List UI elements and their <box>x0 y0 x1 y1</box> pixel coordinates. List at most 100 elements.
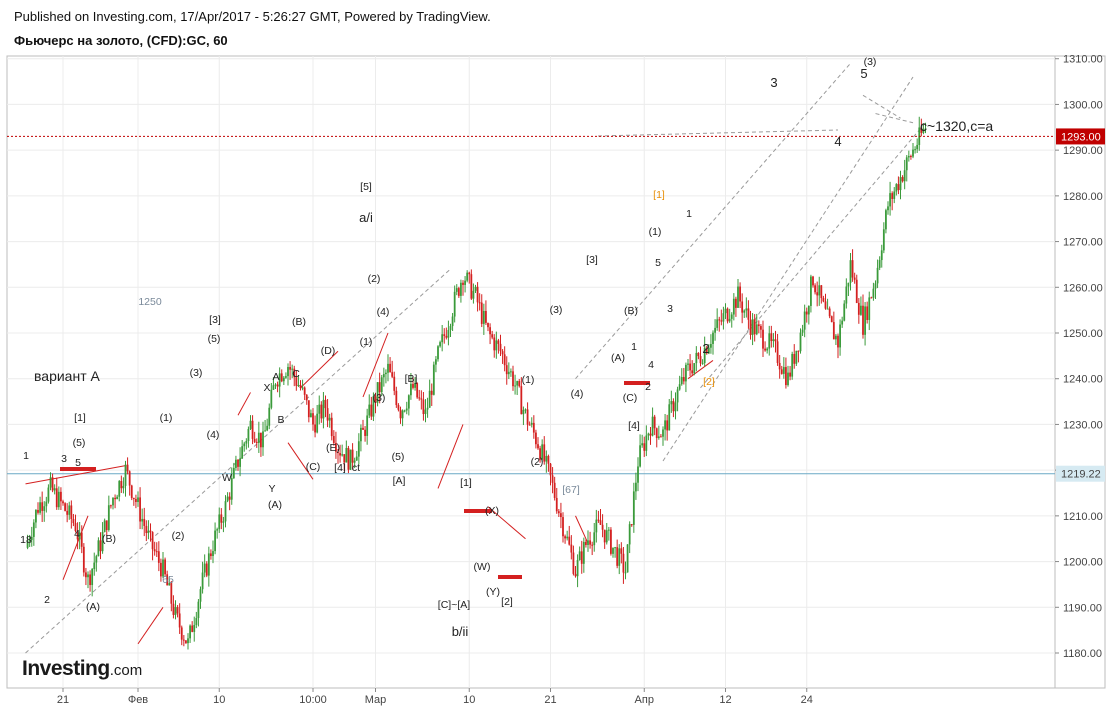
candle-body <box>885 210 887 230</box>
wave-label: 2 <box>44 594 50 606</box>
candle-body <box>870 297 873 299</box>
candle-body <box>295 377 298 386</box>
candle-body <box>405 408 408 411</box>
candle-body <box>695 352 698 364</box>
wave-label: 1 <box>23 450 29 462</box>
candle-body <box>597 519 600 521</box>
candle-body <box>655 428 658 439</box>
candle-body <box>232 467 235 479</box>
candle-body <box>712 332 714 344</box>
candle-body <box>512 371 514 387</box>
candle-body <box>812 276 814 286</box>
candle-body <box>47 487 50 502</box>
candle-body <box>753 319 756 335</box>
candle-body <box>868 297 871 320</box>
candle-body <box>60 491 62 502</box>
candle-body <box>682 377 685 382</box>
candle-body <box>224 501 227 522</box>
price-badges: 1293.00 1219.22 <box>1056 128 1105 482</box>
candle-body <box>241 446 244 459</box>
candle-body <box>601 524 604 530</box>
candle-body <box>824 301 827 309</box>
candle-body <box>270 389 273 408</box>
candle-body <box>189 625 191 639</box>
current-price-label: 1293.00 <box>1061 131 1101 143</box>
wave-label: (1) <box>360 336 373 348</box>
candle-body <box>660 436 662 438</box>
candle-body <box>391 372 394 377</box>
candle-body <box>99 540 102 552</box>
candle-body <box>160 562 162 577</box>
candle-body <box>582 541 585 564</box>
candle-body <box>470 274 473 299</box>
wave-label: (5) <box>392 451 405 463</box>
candle-body <box>239 458 241 467</box>
candle-body <box>222 521 225 523</box>
candle-body <box>266 425 269 431</box>
candle-body <box>735 298 737 308</box>
candle-body <box>418 397 421 399</box>
candle-body <box>732 298 735 315</box>
candle-body <box>116 496 119 500</box>
wave-label: 4 <box>74 528 80 540</box>
candle-body <box>464 280 466 285</box>
wave-label: 3 <box>667 303 673 315</box>
candle-body <box>114 497 116 500</box>
wave-label: (4) <box>207 429 220 441</box>
candle-body <box>599 520 602 525</box>
candle-body <box>605 530 608 543</box>
candle-body <box>830 316 833 323</box>
candle-body <box>28 539 31 542</box>
candle-body <box>420 398 423 400</box>
candle-body <box>285 376 287 378</box>
candle-body <box>787 372 789 386</box>
y-tick-label: 1230.00 <box>1063 419 1103 431</box>
candle-body <box>230 478 233 500</box>
candle-body <box>126 464 129 472</box>
candle-body <box>822 298 825 302</box>
candle-body <box>362 427 364 430</box>
candle-body <box>714 327 716 333</box>
candle-body <box>378 382 381 393</box>
candle-body <box>728 318 731 322</box>
candle-body <box>62 501 64 504</box>
candle-body <box>253 438 256 442</box>
candle-body <box>578 551 581 560</box>
wave-label: (D) <box>321 345 336 357</box>
x-tick-label: 12 <box>719 694 731 706</box>
candle-body <box>785 367 787 386</box>
candle-body <box>793 353 796 364</box>
candle-body <box>168 583 171 586</box>
candle-body <box>64 503 66 511</box>
candle-body <box>349 449 352 470</box>
wave-label: 65 <box>162 574 174 586</box>
wave-line <box>487 506 526 540</box>
candle-body <box>857 302 860 315</box>
candle-body <box>214 530 216 552</box>
wave-label: (3) <box>864 56 877 68</box>
wave-label: Y <box>268 483 275 495</box>
x-tick-label: 10:00 <box>299 694 327 706</box>
wave-label: 4 <box>648 359 654 371</box>
candle-body <box>828 308 831 317</box>
channel-lines <box>25 62 926 654</box>
candle-body <box>357 441 360 457</box>
channel-line <box>862 94 901 119</box>
investing-logo: Investing.com <box>22 657 142 681</box>
candle-body <box>535 432 537 445</box>
y-tick-label: 1200.00 <box>1063 557 1103 569</box>
candle-body <box>764 348 766 351</box>
candle-body <box>385 372 387 375</box>
candle-body <box>697 352 700 357</box>
published-info: Published on Investing.com, 17/Apr/2017 … <box>14 9 491 24</box>
candle-body <box>780 369 783 374</box>
candle-body <box>424 409 427 415</box>
candle-body <box>755 324 758 335</box>
candle-body <box>882 229 885 251</box>
channel-line <box>700 122 926 389</box>
candle-body <box>643 443 646 451</box>
candle-body <box>791 353 794 377</box>
candle-body <box>368 404 371 416</box>
candle-body <box>503 354 506 366</box>
